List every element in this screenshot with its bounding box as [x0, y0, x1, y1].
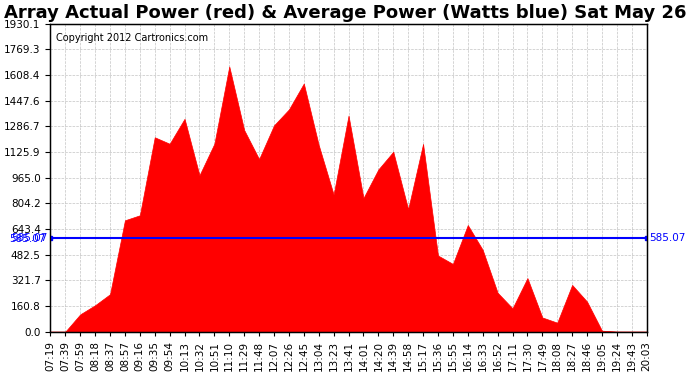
Text: Copyright 2012 Cartronics.com: Copyright 2012 Cartronics.com	[57, 33, 208, 43]
Text: 585.07: 585.07	[11, 233, 48, 243]
Title: West Array Actual Power (red) & Average Power (Watts blue) Sat May 26 20:14: West Array Actual Power (red) & Average …	[0, 4, 690, 22]
Text: 585.07: 585.07	[649, 233, 686, 243]
